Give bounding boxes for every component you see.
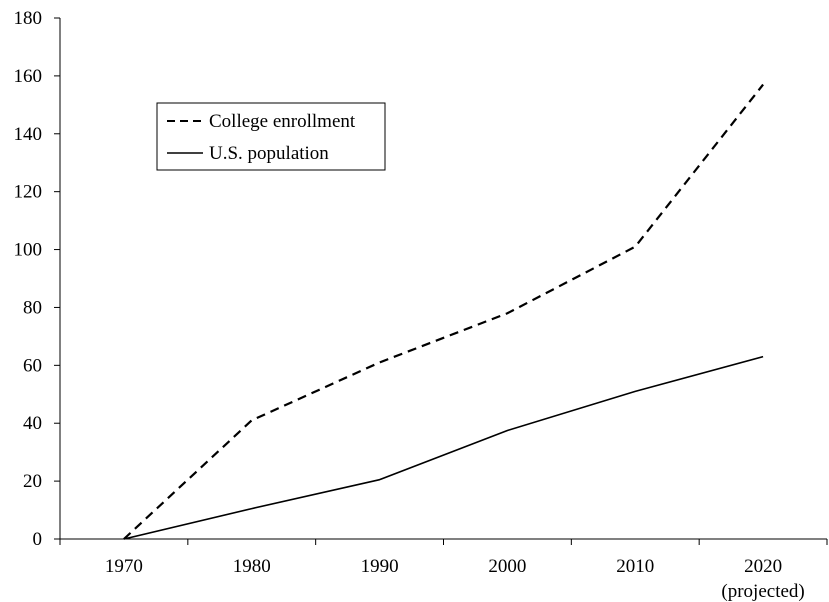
x-tick-label: 2020 [744, 556, 782, 577]
x-tick-label: 1980 [233, 556, 271, 577]
y-tick-label: 0 [33, 529, 43, 550]
x-tick-label: 2000 [488, 556, 526, 577]
legend-box [156, 102, 386, 171]
series-line-u-s-population [123, 355, 764, 540]
x-tick-sublabel: (projected) [721, 581, 804, 602]
x-tick-label: 2010 [616, 556, 654, 577]
x-tick-label: 1970 [105, 556, 143, 577]
y-tick-label: 40 [23, 413, 42, 434]
legend: College enrollment U.S. population [156, 102, 386, 171]
y-ticks: 0 20 40 60 80 100 120 140 160 180 [14, 8, 60, 550]
y-tick-label: 100 [14, 240, 43, 261]
series-line-college-enrollment [123, 83, 764, 540]
x-tick-label: 1990 [361, 556, 399, 577]
y-tick-label: 180 [14, 8, 43, 29]
y-tick-label: 60 [23, 355, 42, 376]
series-layer [123, 83, 764, 540]
y-tick-label: 20 [23, 471, 42, 492]
x-ticks: 1970 1980 1990 2000 2010 2020 (projected) [59, 539, 828, 602]
y-tick-label: 120 [14, 182, 43, 203]
y-tick-label: 80 [23, 297, 42, 318]
legend-label-college-enrollment: College enrollment [209, 111, 356, 132]
axes [59, 18, 827, 540]
legend-label-us-population: U.S. population [209, 143, 329, 164]
y-tick-label: 140 [14, 124, 43, 145]
y-tick-label: 160 [14, 66, 43, 87]
